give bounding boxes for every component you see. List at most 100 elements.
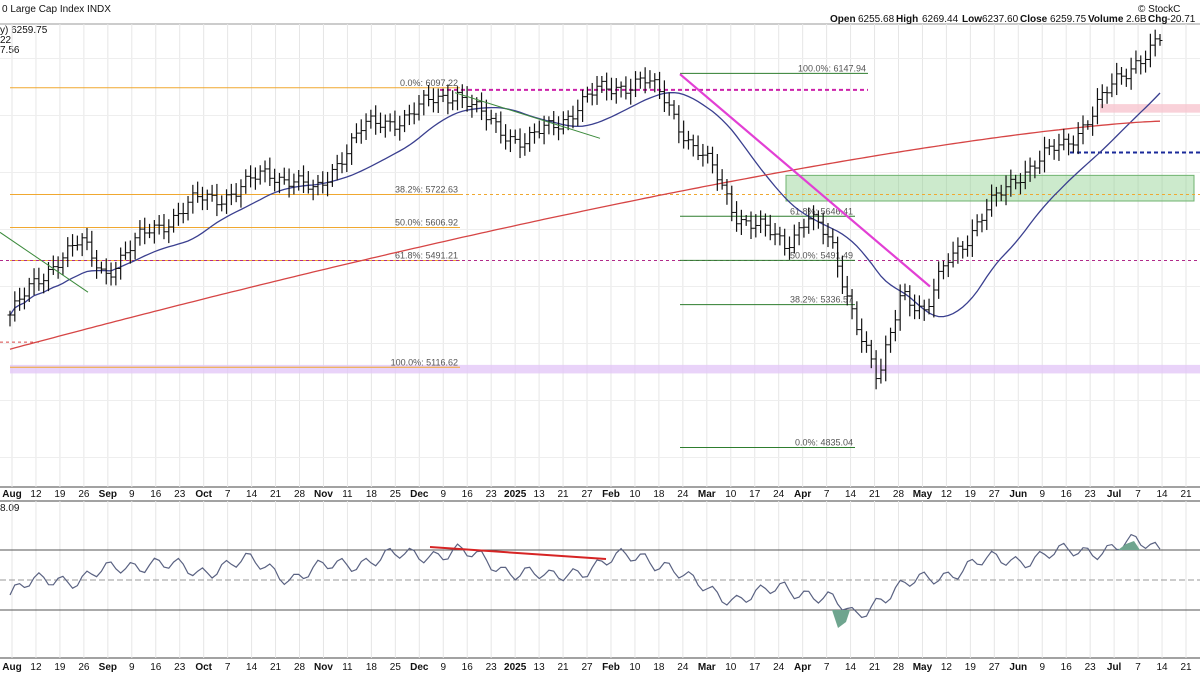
- price-bar: [435, 88, 441, 113]
- date-tick-label: Aug: [2, 489, 21, 500]
- date-tick-label: 18: [653, 489, 665, 500]
- price-bar: [325, 171, 331, 197]
- price-bar: [209, 184, 215, 202]
- date-tick-label: Mar: [698, 489, 716, 500]
- price-bar: [565, 110, 571, 131]
- price-bar: [575, 99, 581, 127]
- price-bar: [839, 255, 845, 294]
- price-bar: [599, 75, 605, 93]
- rsi-overbought-fill: [1118, 541, 1140, 550]
- price-bar: [190, 184, 196, 214]
- price-bar: [527, 126, 533, 152]
- price-bar: [353, 123, 359, 144]
- date-tick-label: 7: [1135, 662, 1141, 673]
- price-bar: [743, 215, 749, 226]
- date-tick-label: 21: [557, 662, 569, 673]
- price-bar: [358, 119, 364, 144]
- price-bar: [363, 113, 369, 140]
- date-tick-label: 25: [390, 662, 402, 673]
- price-bar: [671, 100, 677, 120]
- price-bar: [219, 195, 225, 212]
- price-bar: [570, 105, 576, 129]
- date-tick-label: 9: [129, 489, 135, 500]
- price-bar: [844, 275, 850, 306]
- price-bar: [103, 258, 109, 285]
- price-bar: [430, 88, 436, 113]
- price-bar: [12, 291, 18, 322]
- price-bar: [185, 196, 191, 221]
- date-tick-label: 13: [534, 662, 546, 673]
- date-tick-label: 7: [824, 662, 830, 673]
- price-bar: [175, 202, 181, 226]
- price-bar: [729, 185, 735, 222]
- price-bar: [969, 219, 975, 257]
- date-tick-label: 16: [462, 662, 474, 673]
- price-bar: [950, 241, 956, 268]
- price-bar: [618, 81, 624, 98]
- price-bar: [791, 224, 797, 254]
- price-bar: [132, 232, 138, 260]
- date-tick-label: 21: [869, 489, 881, 500]
- price-bar: [945, 253, 951, 278]
- date-tick-label: 16: [150, 662, 162, 673]
- date-tick-label: 18: [366, 489, 378, 500]
- price-bar: [118, 247, 124, 280]
- price-bar: [676, 105, 682, 144]
- price-bar: [301, 165, 307, 194]
- price-bar: [1066, 133, 1072, 156]
- open-value: 6255.68: [858, 14, 895, 25]
- date-tick-label: 18: [653, 662, 665, 673]
- rsi-value-label: 8.09: [0, 503, 20, 514]
- date-tick-label: 11: [342, 489, 353, 500]
- price-bar: [291, 173, 297, 195]
- high-label: High: [896, 14, 918, 25]
- date-tick-label: 7: [824, 489, 830, 500]
- price-bar: [60, 252, 66, 275]
- fib-level-label: 0.0%: 6097.22: [400, 78, 458, 88]
- price-bar: [89, 230, 95, 267]
- price-bar: [1075, 122, 1081, 155]
- price-bar: [296, 169, 302, 191]
- date-tick-label: Jun: [1009, 662, 1027, 673]
- date-tick-label: 21: [1180, 489, 1192, 500]
- price-bar: [796, 221, 802, 246]
- price-bar: [276, 172, 282, 194]
- price-bar: [512, 129, 518, 144]
- price-bar: [623, 76, 629, 100]
- price-bar: [122, 241, 128, 260]
- price-bar: [912, 294, 918, 320]
- price-bar: [166, 219, 172, 244]
- price-bar: [74, 235, 80, 251]
- price-bar: [902, 283, 908, 301]
- price-bar: [608, 77, 614, 101]
- price-bar: [1109, 73, 1115, 98]
- price-bar: [1152, 29, 1158, 57]
- fib2-level-label: 50.0%: 5491.49: [790, 250, 853, 260]
- price-bar: [560, 111, 566, 135]
- downtrend-line: [679, 73, 931, 288]
- price-bar: [921, 299, 927, 321]
- price-bar: [1013, 174, 1019, 190]
- price-bar: [488, 109, 494, 125]
- date-tick-label: 23: [1085, 662, 1097, 673]
- date-tick-label: 24: [677, 662, 689, 673]
- price-bar: [464, 86, 470, 112]
- wedge-trend-line: [454, 92, 601, 139]
- date-tick-label: Sep: [99, 662, 117, 673]
- date-tick-label: 23: [486, 489, 498, 500]
- date-axis-bottom: Aug 12 19 26 Sep 9 16 23 Oct 7 14 21 28 Nov 11 18 25 Dec 9…: [2, 662, 1192, 673]
- price-bar: [204, 189, 210, 210]
- price-bar: [1157, 34, 1163, 46]
- price-bar: [113, 261, 119, 286]
- price-bar: [137, 220, 143, 246]
- price-bar: [714, 154, 720, 191]
- price-bar: [998, 184, 1004, 202]
- low-value: 6237.60: [982, 14, 1019, 25]
- price-bar: [772, 223, 778, 246]
- price-bar: [604, 72, 610, 101]
- low-label: Low: [962, 14, 982, 25]
- price-bar: [26, 277, 32, 303]
- price-bar: [238, 179, 244, 208]
